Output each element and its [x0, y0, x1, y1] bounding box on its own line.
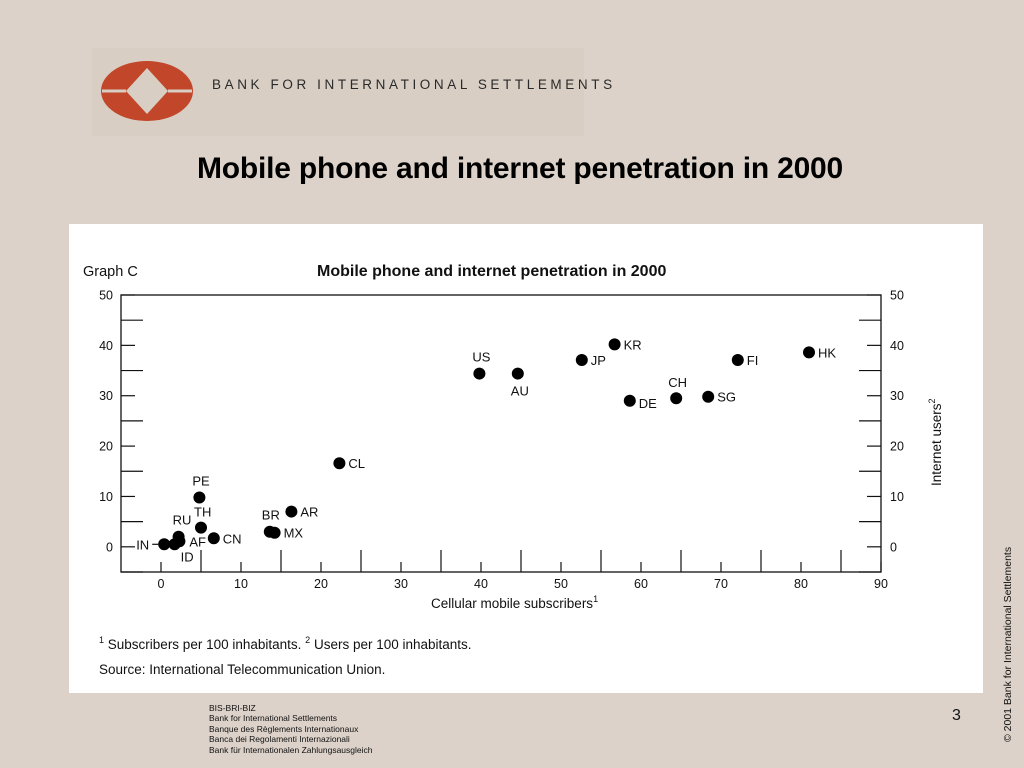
footer-lines: BIS-BRI-BIZ Bank for International Settl…	[209, 703, 373, 755]
x-tick-label: 30	[394, 577, 408, 591]
x-tick-label: 10	[234, 577, 248, 591]
y-tick-label-right: 50	[890, 289, 904, 303]
footer-line: Bank for International Settlements	[209, 713, 338, 724]
y-tick-label-left: 10	[99, 490, 113, 504]
y-tick-label-right: 30	[890, 389, 904, 403]
data-point	[285, 505, 298, 518]
data-point	[172, 530, 185, 543]
data-point	[608, 338, 621, 351]
data-point	[702, 390, 715, 403]
data-point	[158, 538, 171, 551]
graph-label: Graph C	[83, 264, 138, 280]
data-point	[193, 491, 206, 504]
data-point	[623, 394, 636, 407]
point-label: BR	[262, 508, 280, 523]
point-label: CL	[348, 456, 365, 471]
x-tick-label: 0	[158, 577, 165, 591]
y-tick-label-left: 40	[99, 339, 113, 353]
data-point	[268, 526, 281, 539]
point-label: ID	[181, 549, 194, 564]
y-tick-label-left: 20	[99, 440, 113, 454]
y-tick-label-right: 40	[890, 339, 904, 353]
y-axis-title: Internet users2	[927, 398, 944, 486]
point-label: HK	[818, 345, 836, 360]
point-label: FI	[747, 353, 759, 368]
plot-frame	[120, 294, 882, 573]
data-point	[473, 367, 486, 380]
point-label: DE	[639, 396, 657, 411]
scatter-chart: Graph C Mobile phone and internet penetr…	[83, 263, 944, 677]
data-point	[670, 392, 683, 405]
point-label: IN	[136, 537, 149, 552]
bis-logo	[101, 61, 193, 121]
source-note: Source: International Telecommunication …	[99, 662, 385, 677]
footnotes: 1 Subscribers per 100 inhabitants. 2 Use…	[99, 635, 472, 652]
point-label: AF	[189, 534, 206, 549]
point-label: JP	[591, 353, 606, 368]
point-label: CN	[223, 531, 242, 546]
x-tick-label: 70	[714, 577, 728, 591]
copyright-notice: © 2001 Bank for International Settlement…	[1002, 546, 1014, 742]
point-label: MX	[284, 526, 304, 541]
point-label: KR	[624, 337, 642, 352]
data-point	[511, 367, 524, 380]
y-tick-label-right: 20	[890, 440, 904, 454]
x-tick-label: 80	[794, 577, 808, 591]
x-tick-label: 20	[314, 577, 328, 591]
y-tick-label-right: 0	[890, 540, 897, 554]
point-label: SG	[717, 390, 736, 405]
point-label: CH	[668, 375, 687, 390]
footer-line: Banca dei Regolamenti Internazionali	[209, 734, 350, 745]
chart-panel: Graph C Mobile phone and internet penetr…	[69, 224, 983, 693]
x-tick-label: 50	[554, 577, 568, 591]
data-point	[333, 457, 346, 470]
footer-line: Banque des Règlements Internationaux	[209, 723, 359, 734]
axis-ticks: 0 10 20 30 40 50 60 70 80 90 0 0 10 10 20 20 30 30 40 40 50 5…	[99, 289, 904, 592]
x-tick-label: 40	[474, 577, 488, 591]
x-tick-label: 90	[874, 577, 888, 591]
chart-title: Mobile phone and internet penetration in…	[317, 263, 666, 280]
data-point	[575, 353, 588, 366]
footer-line: BIS-BRI-BIZ	[209, 703, 256, 713]
data-point	[731, 353, 744, 366]
page-number: 3	[952, 707, 961, 724]
data-point	[195, 521, 207, 534]
point-label: TH	[194, 505, 211, 520]
point-label: RU	[173, 513, 192, 528]
x-tick-label: 60	[634, 577, 648, 591]
y-tick-label-right: 10	[890, 490, 904, 504]
footer-line: Bank für Internationalen Zahlungsausglei…	[209, 744, 373, 755]
org-name: BANK FOR INTERNATIONAL SETTLEMENTS	[212, 77, 616, 92]
y-tick-label-left: 50	[99, 289, 113, 303]
point-label: AR	[300, 505, 318, 520]
slide-title: Mobile phone and internet penetration in…	[196, 152, 844, 185]
data-point	[207, 532, 220, 545]
point-label: US	[472, 350, 490, 365]
point-label: AU	[511, 384, 529, 399]
data-point	[803, 346, 815, 359]
y-tick-label-left: 0	[106, 540, 113, 554]
x-axis-title: Cellular mobile subscribers1	[431, 594, 598, 611]
y-tick-label-left: 30	[99, 389, 113, 403]
point-label: PE	[192, 473, 210, 488]
